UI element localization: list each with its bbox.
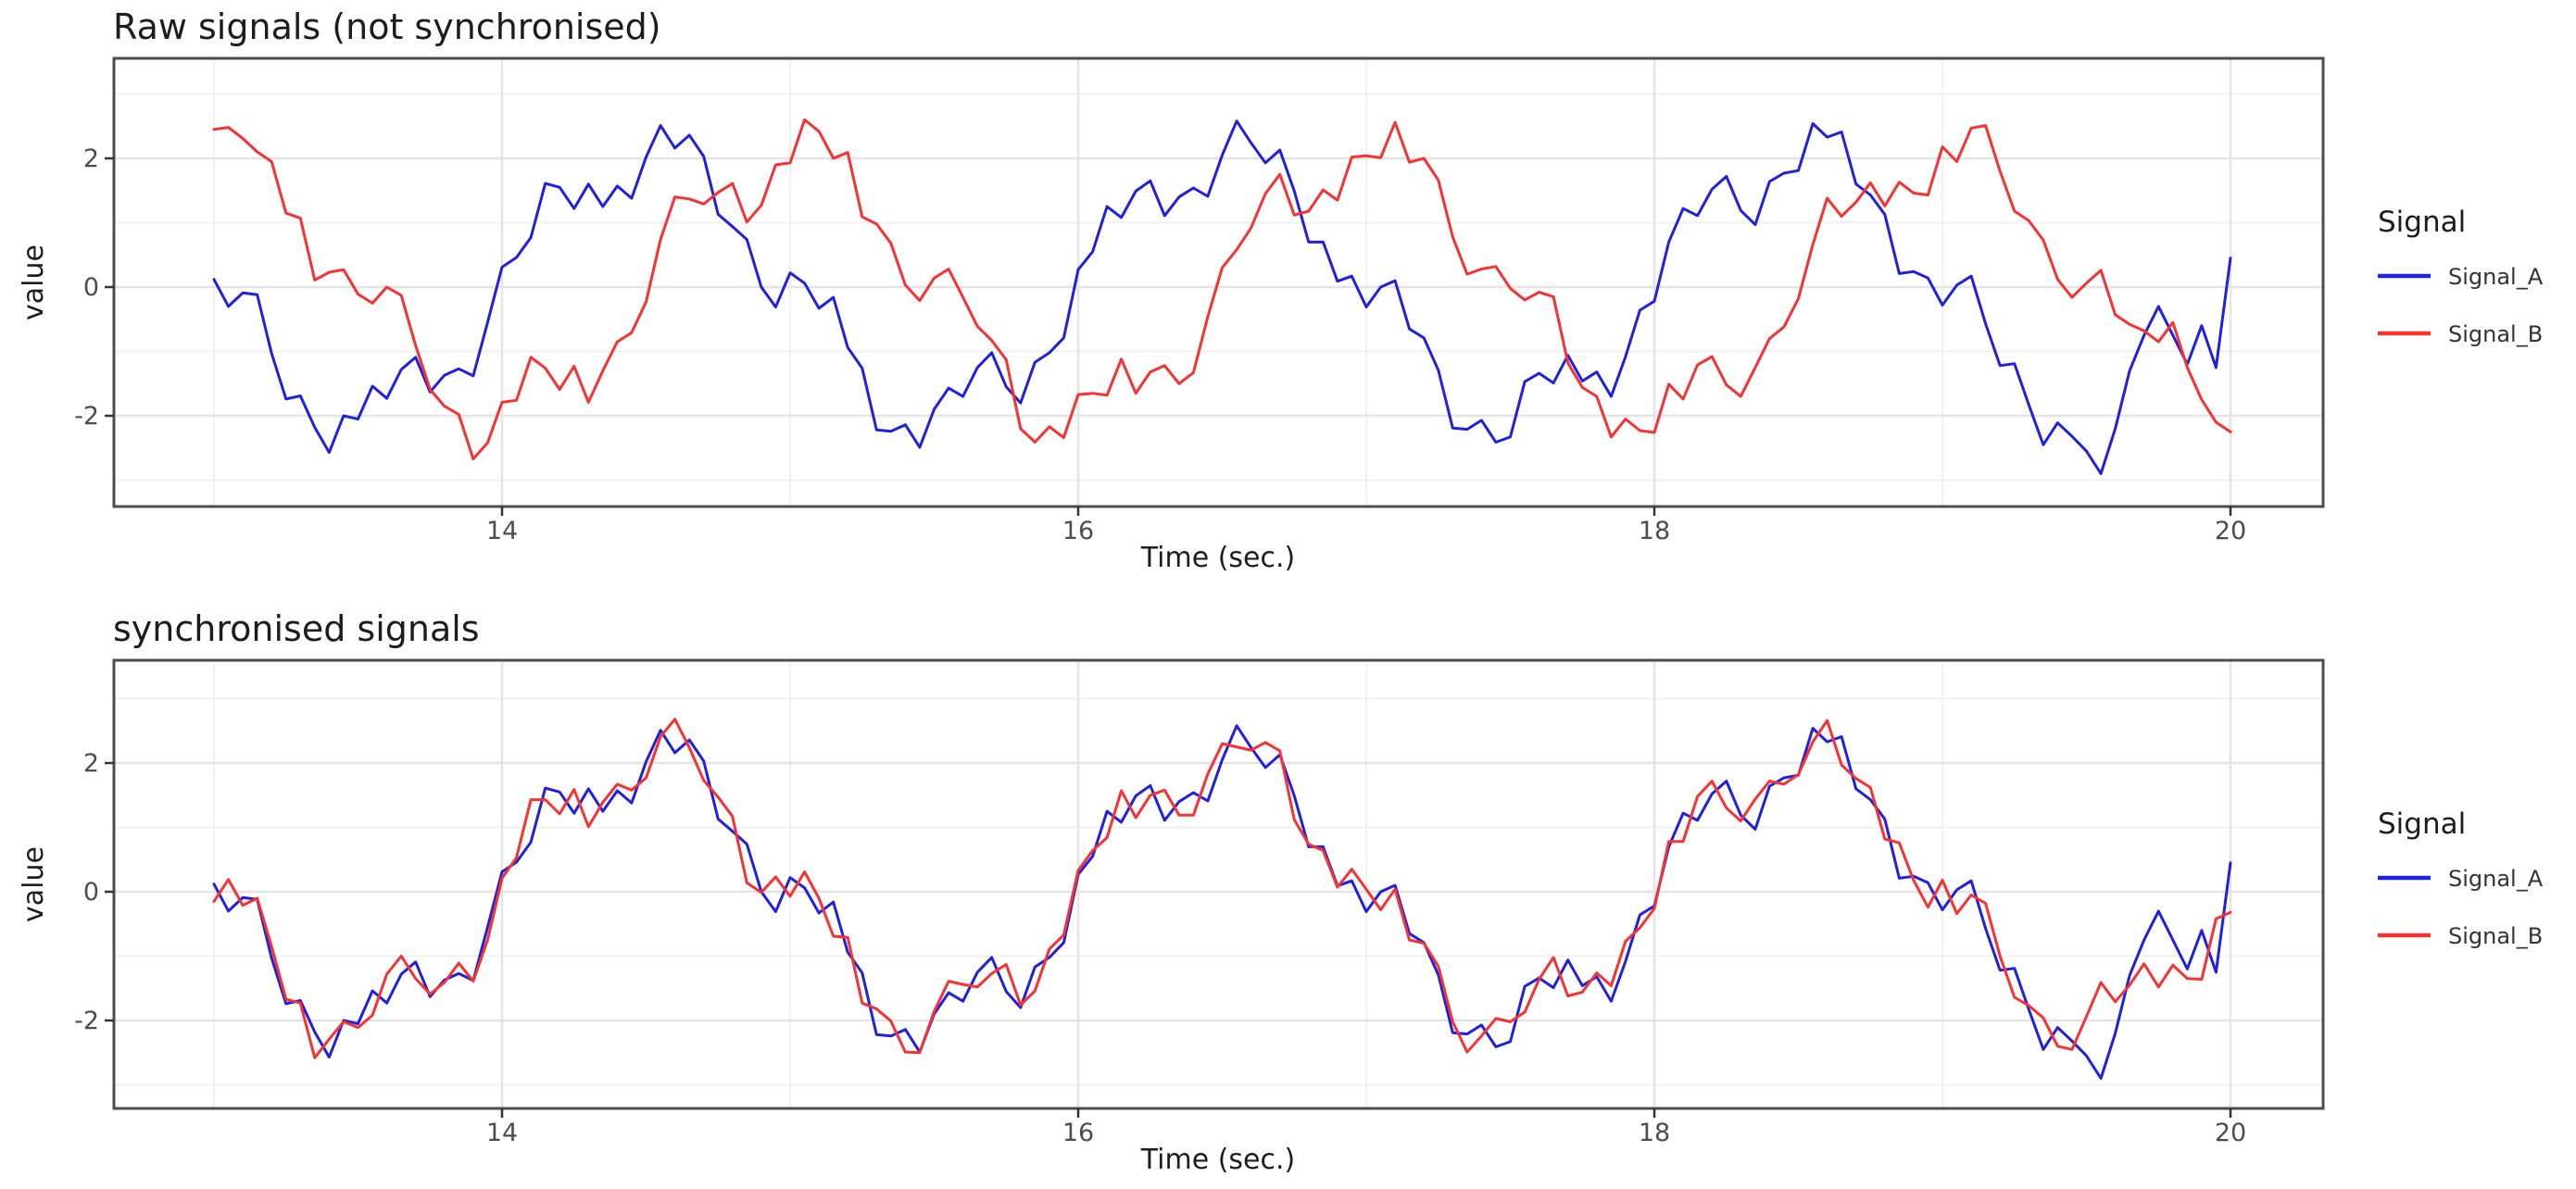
legend-title: Signal xyxy=(2378,807,2466,841)
y-tick-label: -2 xyxy=(74,402,99,431)
plot-panel: 14 16 18 20 -2 0 2 xyxy=(74,56,2325,545)
x-tick-label: 20 xyxy=(2215,517,2246,545)
signal-a-line xyxy=(212,119,2232,475)
legend-label-signal-b: Signal_B xyxy=(2448,923,2543,949)
panel-border xyxy=(112,56,2325,508)
legend: Signal Signal_A Signal_B xyxy=(2378,807,2544,949)
y-tick-label: 0 xyxy=(83,878,99,907)
chart-synchronised-signals: synchronised signals 14 16 18 20 -2 0 2 Time (… xyxy=(18,608,2544,1176)
x-tick-label: 18 xyxy=(1639,1119,1670,1147)
x-axis-label: Time (sec.) xyxy=(1140,542,1295,574)
legend-label-signal-a: Signal_A xyxy=(2448,264,2544,290)
signal-b-line xyxy=(212,118,2232,461)
x-tick-label: 14 xyxy=(486,517,518,545)
panel-background xyxy=(114,660,2323,1108)
chart-raw-signals: Raw signals (not synchronised) 14 16 18 20-… xyxy=(18,6,2544,574)
x-tick-label: 16 xyxy=(1062,1119,1094,1147)
x-axis-label: Time (sec.) xyxy=(1140,1144,1295,1176)
x-tick-label: 16 xyxy=(1062,517,1094,545)
y-tick-label: 0 xyxy=(83,273,99,302)
y-axis-label: value xyxy=(18,244,50,320)
legend: Signal Signal_A Signal_B xyxy=(2378,206,2544,347)
plot-panel: 14 16 18 20 -2 0 2 xyxy=(74,658,2325,1147)
panel-border xyxy=(112,658,2325,1110)
y-tick-label: 2 xyxy=(83,749,99,778)
x-tick-label: 14 xyxy=(486,1119,518,1147)
chart-title: Raw signals (not synchronised) xyxy=(113,6,661,47)
signal-a-line xyxy=(212,724,2232,1080)
chart-title: synchronised signals xyxy=(113,608,480,649)
x-tick-label: 18 xyxy=(1639,517,1670,545)
legend-label-signal-a: Signal_A xyxy=(2448,866,2544,892)
x-tick-label: 20 xyxy=(2215,1119,2246,1147)
y-tick-label: -2 xyxy=(74,1007,99,1035)
legend-label-signal-b: Signal_B xyxy=(2448,321,2543,347)
signal-b-line xyxy=(212,718,2232,1059)
legend-title: Signal xyxy=(2378,206,2466,239)
y-tick-label: 2 xyxy=(83,144,99,173)
y-axis-label: value xyxy=(18,846,50,922)
